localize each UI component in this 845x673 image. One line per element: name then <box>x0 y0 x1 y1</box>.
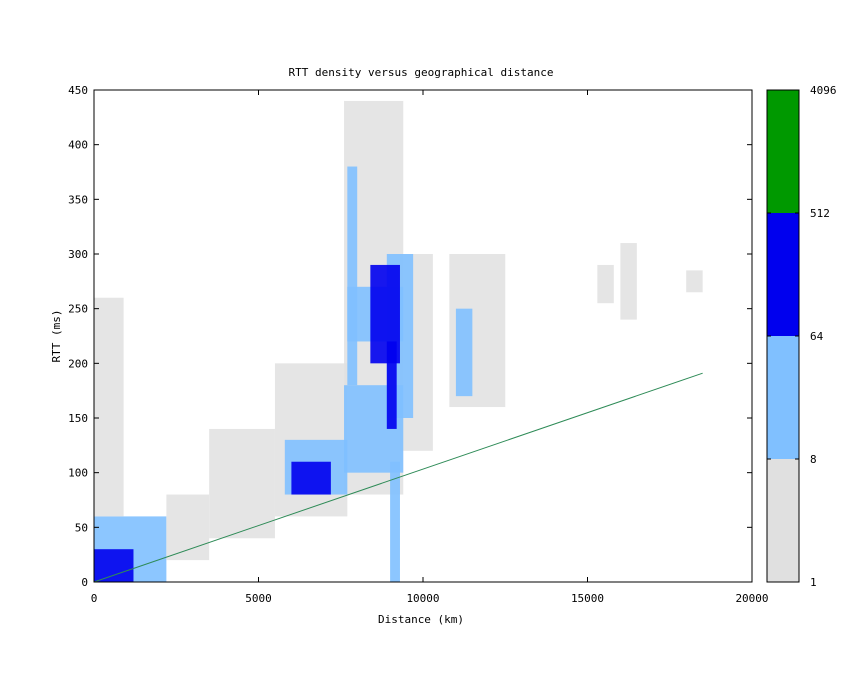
colorbar-tick-label: 4096 <box>810 84 837 97</box>
y-tick-label: 200 <box>68 357 88 370</box>
y-tick-label: 400 <box>68 139 88 152</box>
x-tick-label: 15000 <box>571 592 604 605</box>
colorbar-tick-label: 64 <box>810 330 824 343</box>
density-cell <box>291 461 331 495</box>
x-axis-label: Distance (km) <box>378 613 464 626</box>
density-cell <box>390 461 400 582</box>
y-axis-label: RTT (ms) <box>50 310 63 363</box>
density-cell <box>455 308 473 397</box>
y-axis: 0 50 100 150 200 250 300 350 400 450 <box>68 84 752 589</box>
y-tick-label: 250 <box>68 303 88 316</box>
y-tick-label: 150 <box>68 412 88 425</box>
y-tick-label: 450 <box>68 84 88 97</box>
density-cell <box>94 297 124 517</box>
colorbar-tick-label: 1 <box>810 576 817 589</box>
colorbar-tick-label: 8 <box>810 453 817 466</box>
density-cell <box>94 549 134 582</box>
colorbar-segment <box>767 213 799 336</box>
colorbar-segment <box>767 336 799 459</box>
y-tick-label: 350 <box>68 193 88 206</box>
density-cell <box>209 428 275 539</box>
density-cell <box>597 264 614 304</box>
density-cell <box>686 270 703 293</box>
y-tick-label: 100 <box>68 467 88 480</box>
chart-title: RTT density versus geographical distance <box>289 66 554 79</box>
colorbar-segment <box>767 90 799 213</box>
x-tick-label: 5000 <box>245 592 272 605</box>
density-cell <box>386 341 397 429</box>
y-tick-label: 50 <box>75 521 88 534</box>
x-axis: 0 5000 10000 15000 20000 <box>91 90 769 605</box>
reference-line <box>93 372 703 583</box>
y-tick-label: 0 <box>81 576 88 589</box>
density-cell <box>166 494 210 561</box>
y-tick-label: 300 <box>68 248 88 261</box>
colorbar-tick-label: 512 <box>810 207 830 220</box>
x-tick-label: 20000 <box>735 592 768 605</box>
reference-line-layer <box>93 372 703 583</box>
density-cells <box>94 100 703 582</box>
x-tick-label: 0 <box>91 592 98 605</box>
colorbar-segment <box>767 459 799 582</box>
density-cell <box>347 166 358 386</box>
x-tick-label: 10000 <box>406 592 439 605</box>
colorbar: 1 8 64 512 4096 <box>766 84 837 589</box>
density-cell <box>620 243 637 320</box>
